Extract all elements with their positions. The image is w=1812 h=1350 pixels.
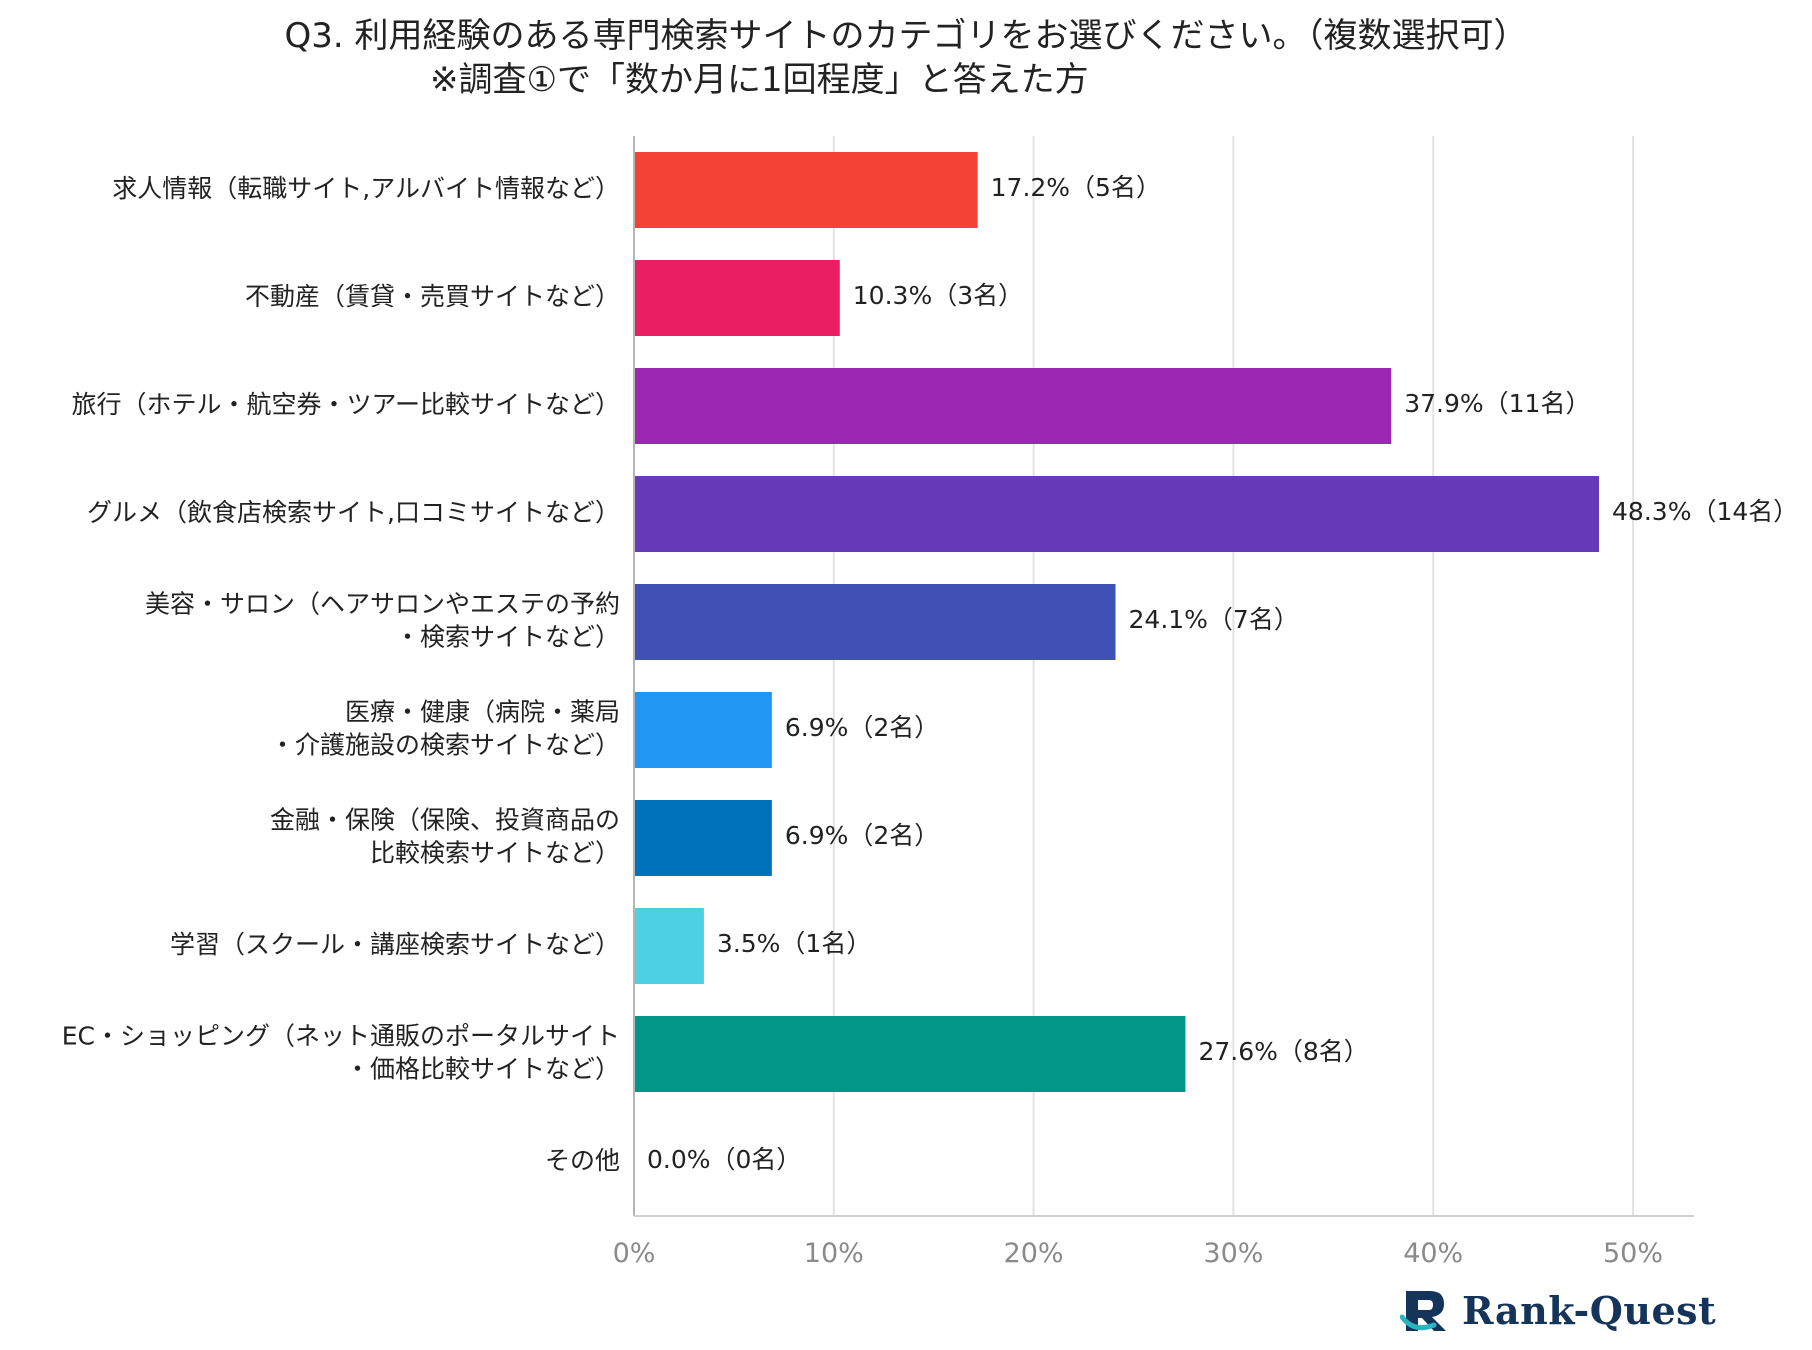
data-label: 3.5%（1名） <box>717 929 871 958</box>
category-label: EC・ショッピング（ネット通販のポータルサイト <box>62 1022 620 1051</box>
bar <box>634 584 1116 660</box>
category-label: 不動産（賃貸・売買サイトなど） <box>245 282 620 311</box>
data-label: 37.9%（11名） <box>1404 389 1590 418</box>
category-label: 金融・保険（保険、投資商品の <box>270 806 620 835</box>
chart-title: Q3. 利用経験のある専門検索サイトのカテゴリをお選びください。（複数選択可） <box>284 16 1528 56</box>
category-label: グルメ（飲食店検索サイト,口コミサイトなど） <box>87 498 620 527</box>
x-tick-label: 0% <box>613 1238 656 1269</box>
bar <box>634 908 704 984</box>
category-label: 学習（スクール・講座検索サイトなど） <box>170 930 620 959</box>
category-label: ・介護施設の検索サイトなど） <box>270 731 620 760</box>
bar <box>634 692 772 768</box>
data-label: 48.3%（14名） <box>1612 497 1798 526</box>
data-label: 17.2%（5名） <box>991 173 1161 202</box>
brand-name: Rank-Quest <box>1462 1287 1717 1333</box>
x-tick-label: 40% <box>1403 1238 1463 1269</box>
rank-quest-logo-icon <box>1400 1291 1446 1331</box>
bar <box>634 800 772 876</box>
category-label: 求人情報（転職サイト,アルバイト情報など） <box>112 174 620 203</box>
x-tick-label: 30% <box>1203 1238 1263 1269</box>
category-label: 医療・健康（病院・薬局 <box>345 698 620 727</box>
bar <box>634 1016 1186 1092</box>
data-label: 6.9%（2名） <box>785 713 939 742</box>
brand-logo: Rank-Quest <box>1400 1280 1716 1340</box>
data-label: 27.6%（8名） <box>1198 1037 1368 1066</box>
category-label: その他 <box>545 1146 620 1175</box>
category-label: 旅行（ホテル・航空券・ツアー比較サイトなど） <box>71 390 620 419</box>
bar <box>634 368 1392 444</box>
category-label: 比較検索サイトなど） <box>370 839 620 868</box>
labels: 0% 10% 20% 30% 40% 50% 17.2%（5名） 求人情報（転職サイト,アルバ… <box>62 173 1799 1269</box>
category-label: 美容・サロン（ヘアサロンやエステの予約 <box>145 590 620 619</box>
data-label: 0.0%（0名） <box>647 1145 801 1174</box>
data-label: 24.1%（7名） <box>1129 605 1299 634</box>
category-label: ・価格比較サイトなど） <box>345 1055 620 1084</box>
data-label: 6.9%（2名） <box>785 821 939 850</box>
data-label: 10.3%（3名） <box>853 281 1023 310</box>
bars <box>634 152 1600 1092</box>
bar <box>634 260 840 336</box>
category-label: ・検索サイトなど） <box>395 623 620 652</box>
bar <box>634 476 1600 552</box>
x-tick-label: 50% <box>1603 1238 1663 1269</box>
bar <box>634 152 978 228</box>
x-tick-label: 10% <box>804 1238 864 1269</box>
x-tick-label: 20% <box>1004 1238 1064 1269</box>
chart-subtitle: ※調査①で「数か月に1回程度」と答えた方 <box>430 60 1089 100</box>
